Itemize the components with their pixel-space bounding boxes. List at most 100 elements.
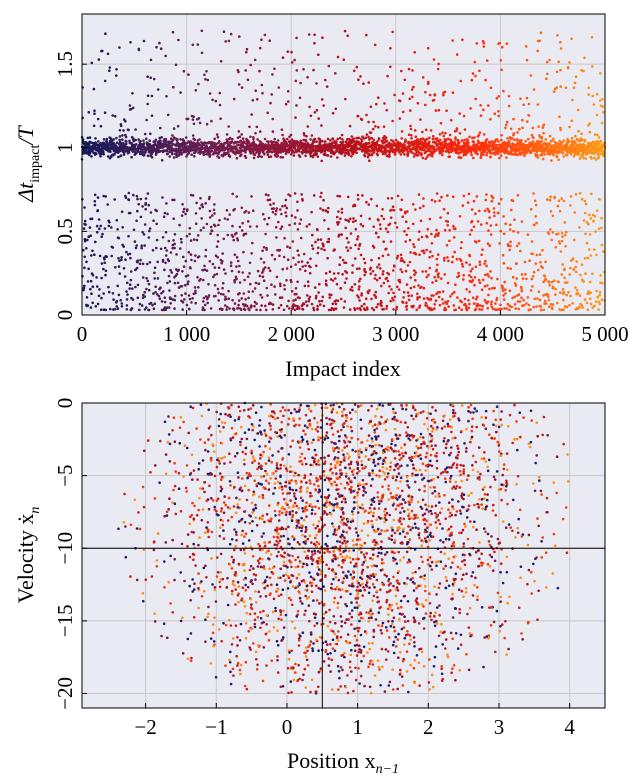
top-scatter-point [179, 247, 182, 250]
top-scatter-point [470, 228, 473, 232]
top-scatter-point [265, 248, 269, 251]
top-scatter-point [331, 141, 334, 144]
top-scatter-point [356, 294, 359, 297]
top-scatter-point [313, 41, 316, 45]
top-scatter-point [162, 215, 166, 218]
top-scatter-point [120, 210, 124, 214]
top-scatter-point [589, 217, 593, 220]
top-scatter-point [474, 307, 478, 311]
top-scatter-point [452, 236, 456, 239]
top-scatter-point [371, 270, 375, 273]
top-scatter-point [279, 303, 283, 307]
top-scatter-point [259, 140, 263, 144]
top-scatter-point [237, 299, 241, 302]
top-scatter-point [275, 207, 279, 210]
top-scatter-point [173, 198, 176, 202]
top-scatter-point [417, 238, 421, 241]
top-scatter-point [216, 240, 220, 243]
top-scatter-point [282, 255, 286, 259]
top-scatter-point [435, 228, 438, 232]
top-scatter-point [569, 144, 572, 147]
top-scatter-point [377, 219, 380, 222]
top-scatter-point [152, 77, 156, 81]
top-scatter-point [353, 140, 356, 144]
top-scatter-point [579, 143, 583, 146]
top-scatter-point [370, 197, 373, 201]
top-scatter-point [201, 268, 205, 272]
top-scatter-point [409, 124, 412, 128]
top-scatter-point [578, 294, 582, 297]
top-scatter-point [119, 154, 123, 157]
top-scatter-point [184, 136, 188, 139]
top-scatter-point [121, 226, 124, 229]
top-scatter-point [165, 202, 168, 205]
top-scatter-point [279, 155, 283, 159]
top-scatter-point [104, 308, 108, 312]
top-scatter-point [234, 141, 237, 144]
top-scatter-point [306, 261, 310, 264]
top-scatter-point [419, 219, 423, 223]
top-scatter-point [129, 107, 133, 111]
top-scatter-point [148, 229, 151, 233]
top-scatter-point [390, 288, 393, 291]
top-scatter-point [410, 134, 413, 137]
top-scatter-point [93, 200, 97, 203]
top-scatter-point [141, 262, 145, 266]
top-scatter-point [137, 48, 141, 52]
top-scatter-point [146, 262, 149, 266]
top-scatter-point [286, 245, 289, 248]
top-scatter-point [292, 299, 295, 302]
top-scatter-point [374, 125, 377, 128]
top-scatter-point [518, 300, 522, 303]
top-scatter-point [506, 120, 509, 124]
top-scatter-point [218, 103, 222, 107]
top-scatter-point [389, 216, 393, 219]
top-scatter-point [465, 261, 468, 264]
top-scatter-point [209, 307, 213, 310]
top-scatter-point [458, 141, 461, 144]
top-scatter-point [155, 238, 159, 242]
top-scatter-point [233, 207, 236, 211]
top-scatter-point [359, 141, 363, 145]
top-scatter-point [312, 140, 316, 144]
top-scatter-point [285, 304, 289, 308]
top-scatter-point [498, 41, 502, 45]
top-scatter-point [250, 113, 253, 116]
top-scatter-point [412, 155, 416, 158]
top-scatter-point [490, 300, 493, 304]
top-scatter-point [379, 227, 382, 231]
top-scatter-point [295, 307, 299, 311]
top-scatter-point [415, 147, 419, 151]
top-scatter-point [583, 143, 586, 147]
top-scatter-point [165, 306, 169, 309]
top-scatter-point [128, 139, 131, 143]
top-scatter-point [266, 111, 270, 115]
top-scatter-point [90, 155, 93, 158]
top-scatter-point [213, 273, 216, 277]
top-scatter-point [496, 152, 500, 156]
top-scatter-point [415, 152, 418, 155]
top-scatter-point [545, 60, 549, 64]
top-scatter-point [195, 201, 198, 205]
top-scatter-point [542, 294, 545, 297]
top-scatter-point [223, 217, 227, 220]
top-scatter-point [499, 59, 503, 62]
top-scatter-point [552, 153, 555, 157]
top-scatter-point [532, 136, 535, 139]
top-scatter-point [554, 293, 557, 296]
top-scatter-point [459, 246, 463, 250]
top-scatter-point [404, 211, 407, 215]
top-scatter-point [86, 136, 90, 140]
top-scatter-point [574, 134, 577, 138]
top-scatter-point [366, 308, 369, 311]
top-scatter-point [322, 244, 325, 248]
top-scatter-point [588, 130, 592, 134]
top-scatter-point [134, 138, 137, 142]
top-scatter-point [381, 270, 385, 273]
top-scatter-point [514, 307, 517, 310]
top-scatter-point [444, 308, 448, 312]
top-scatter-point [391, 205, 395, 208]
top-scatter-point [428, 136, 431, 140]
top-scatter-point [470, 208, 474, 211]
top-scatter-point [582, 156, 585, 160]
